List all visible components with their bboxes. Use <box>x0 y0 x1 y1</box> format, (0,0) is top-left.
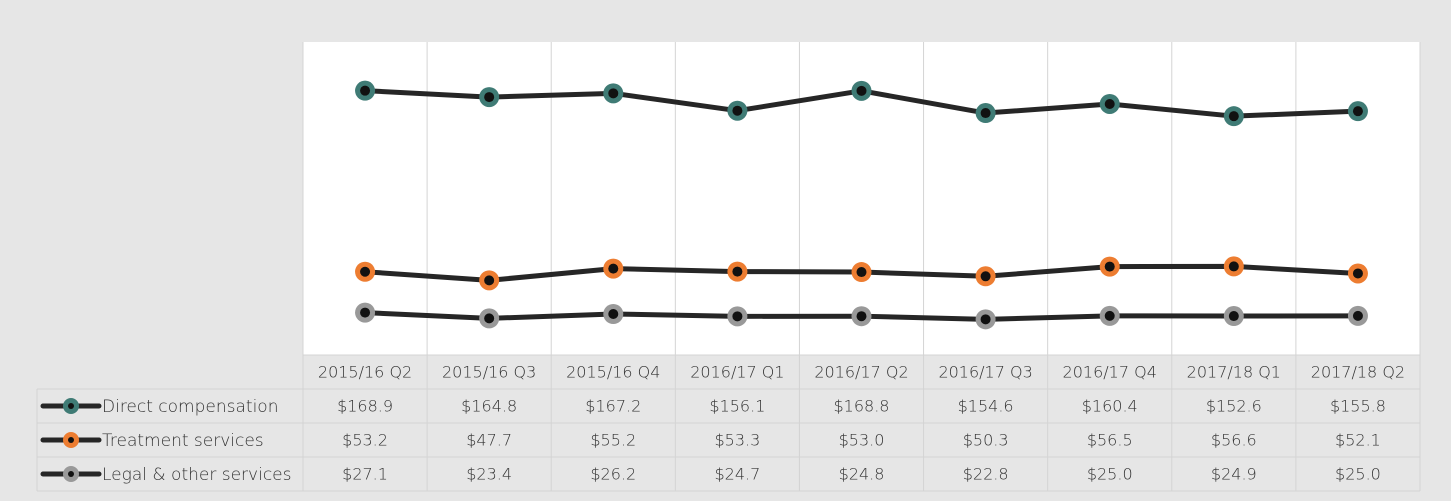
legend-label: Direct compensation <box>102 397 278 417</box>
data-point-center <box>360 266 371 277</box>
table-value: $47.7 <box>466 431 512 450</box>
table-value: $152.6 <box>1206 397 1262 416</box>
table-value: $24.9 <box>1211 465 1257 484</box>
legend-label: Legal & other services <box>102 465 291 485</box>
data-point-center <box>608 263 619 274</box>
table-value: $155.8 <box>1330 397 1386 416</box>
data-point-center <box>732 311 743 322</box>
data-point-center <box>1104 98 1115 109</box>
data-point-center <box>1352 106 1363 117</box>
table-value: $154.6 <box>958 397 1014 416</box>
table-value: $53.3 <box>714 431 760 450</box>
data-point-center <box>1352 310 1363 321</box>
data-point-center <box>856 267 867 278</box>
table-value: $156.1 <box>709 397 765 416</box>
table-value: $27.1 <box>342 465 388 484</box>
table-value: $167.2 <box>585 397 641 416</box>
legend-label: Treatment services <box>102 431 264 451</box>
table-value: $56.6 <box>1211 431 1257 450</box>
data-point-center <box>484 313 495 324</box>
table-value: $164.8 <box>461 397 517 416</box>
table-value: $23.4 <box>466 465 512 484</box>
table-value: $22.8 <box>963 465 1009 484</box>
table-value: $56.5 <box>1087 431 1133 450</box>
x-tick-label: 2015/16 Q4 <box>566 363 660 382</box>
data-point-center <box>608 308 619 319</box>
data-point-center <box>484 92 495 103</box>
data-point-center <box>484 275 495 286</box>
data-point-center <box>1104 261 1115 272</box>
table-value: $160.4 <box>1082 397 1138 416</box>
table-value: $24.8 <box>839 465 885 484</box>
data-point-center <box>1104 310 1115 321</box>
table-value: $25.0 <box>1335 465 1381 484</box>
legend-marker-center <box>68 437 74 443</box>
table-value: $24.7 <box>714 465 760 484</box>
table-value: $50.3 <box>963 431 1009 450</box>
data-point-center <box>856 85 867 96</box>
legend-marker-center <box>68 471 74 477</box>
data-point-center <box>980 108 991 119</box>
table-value: $53.2 <box>342 431 388 450</box>
data-point-center <box>732 266 743 277</box>
x-tick-label: 2015/16 Q3 <box>442 363 536 382</box>
data-point-center <box>608 88 619 99</box>
x-tick-label: 2016/17 Q2 <box>814 363 908 382</box>
x-tick-label: 2016/17 Q4 <box>1063 363 1157 382</box>
data-point-center <box>1352 268 1363 279</box>
x-tick-label: 2017/18 Q1 <box>1187 363 1281 382</box>
data-point-center <box>1228 311 1239 322</box>
x-tick-label: 2016/17 Q1 <box>690 363 784 382</box>
x-tick-label: 2015/16 Q2 <box>318 363 412 382</box>
legend-marker-center <box>68 403 74 409</box>
table-value: $168.8 <box>834 397 890 416</box>
data-point-center <box>1228 111 1239 122</box>
table-value: $25.0 <box>1087 465 1133 484</box>
data-point-center <box>856 311 867 322</box>
table-value: $26.2 <box>590 465 636 484</box>
table-value: $52.1 <box>1335 431 1381 450</box>
x-tick-label: 2017/18 Q2 <box>1311 363 1405 382</box>
data-point-center <box>360 307 371 318</box>
table-value: $168.9 <box>337 397 393 416</box>
table-value: $55.2 <box>590 431 636 450</box>
table-value: $53.0 <box>839 431 885 450</box>
data-point-center <box>980 314 991 325</box>
x-tick-label: 2016/17 Q3 <box>938 363 1032 382</box>
data-point-center <box>980 271 991 282</box>
data-point-center <box>732 105 743 116</box>
data-point-center <box>360 85 371 96</box>
data-point-center <box>1228 261 1239 272</box>
